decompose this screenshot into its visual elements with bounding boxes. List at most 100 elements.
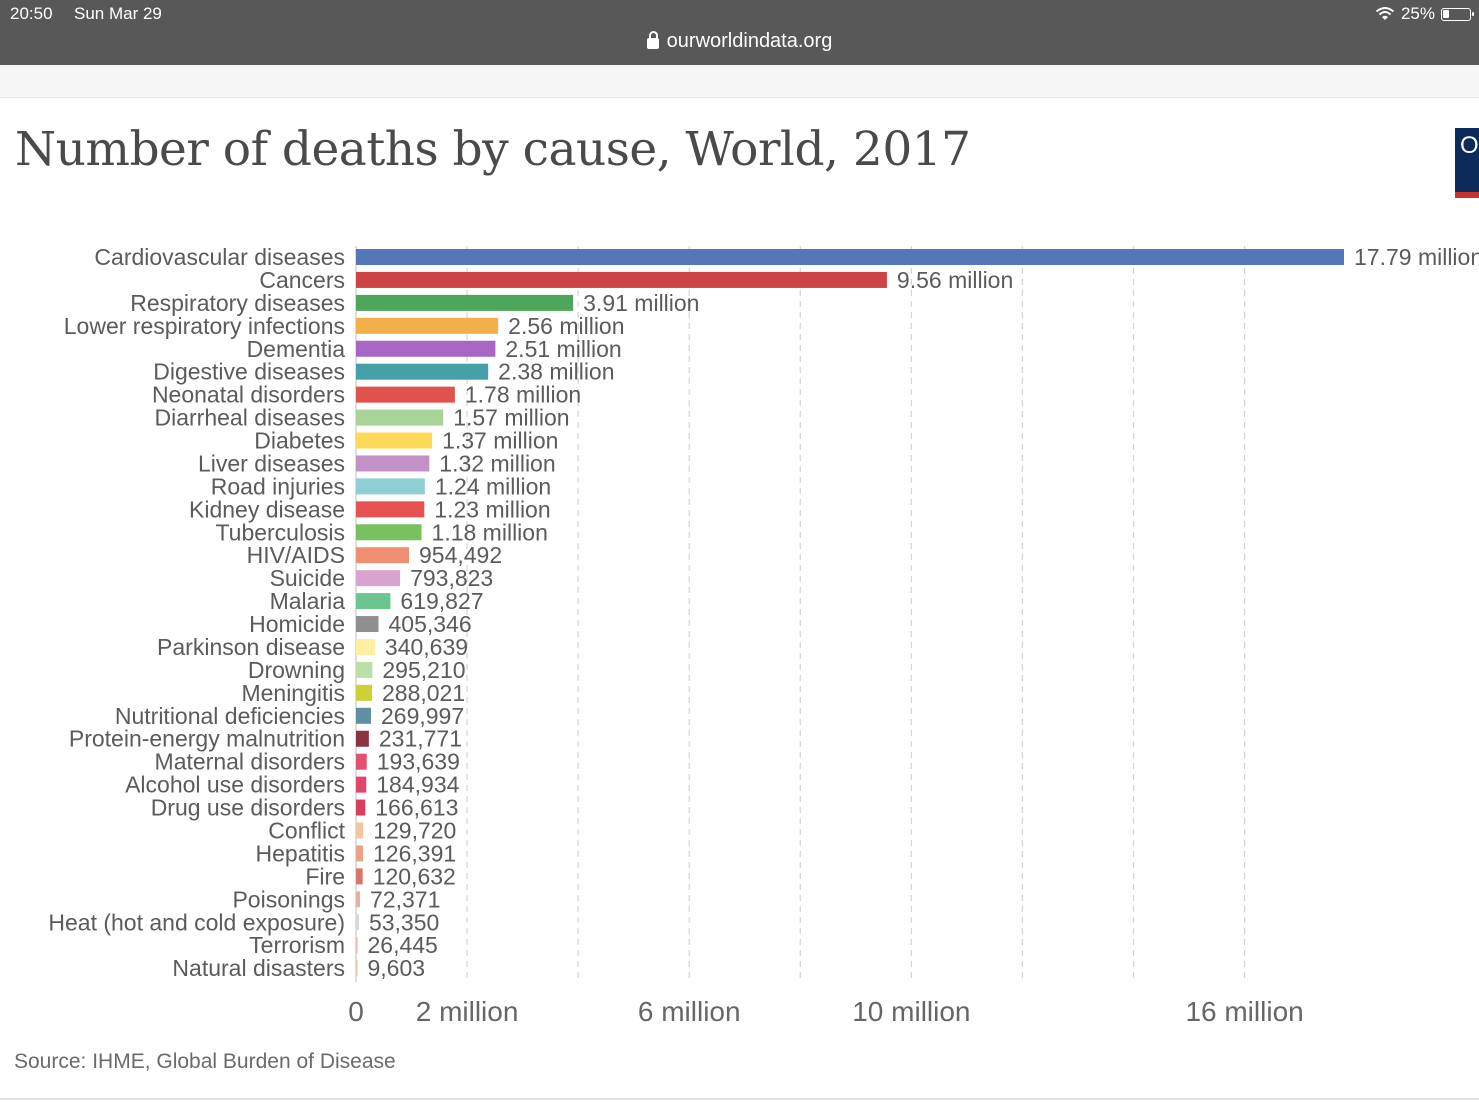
value-label: 72,371 bbox=[370, 886, 440, 912]
value-label: 53,350 bbox=[369, 909, 439, 935]
bar bbox=[356, 249, 1344, 265]
x-tick-label: 16 million bbox=[1185, 996, 1303, 1027]
bar bbox=[356, 593, 391, 610]
category-label: Terrorism bbox=[249, 932, 345, 958]
category-label: Drowning bbox=[248, 657, 345, 683]
wifi-icon bbox=[1375, 7, 1395, 20]
bar bbox=[356, 294, 574, 311]
value-label: 9,603 bbox=[368, 955, 426, 981]
category-label: Cancers bbox=[259, 267, 345, 293]
value-label: 129,720 bbox=[373, 818, 456, 844]
category-label: Liver diseases bbox=[198, 450, 345, 476]
category-label: Poisonings bbox=[232, 886, 345, 912]
chart-title: Number of deaths by cause, World, 2017 bbox=[15, 122, 971, 177]
bar bbox=[356, 478, 425, 495]
status-indicators: 25% bbox=[1375, 4, 1474, 24]
bar bbox=[356, 271, 887, 288]
value-label: 619,827 bbox=[400, 588, 483, 614]
value-label: 231,771 bbox=[379, 726, 462, 752]
bar bbox=[356, 501, 425, 518]
x-tick-label: 6 million bbox=[638, 996, 741, 1027]
address-bar[interactable]: ourworldindata.org bbox=[0, 30, 1479, 53]
category-label: Maternal disorders bbox=[155, 749, 345, 775]
bar bbox=[356, 409, 444, 426]
value-label: 9.56 million bbox=[897, 267, 1013, 293]
value-label: 1.37 million bbox=[442, 428, 558, 454]
bar bbox=[356, 455, 430, 472]
value-label: 1.32 million bbox=[439, 450, 555, 476]
value-label: 193,639 bbox=[377, 749, 460, 775]
category-label: HIV/AIDS bbox=[247, 542, 345, 568]
divider bbox=[0, 1098, 1479, 1100]
bar-chart: Cardiovascular diseases 17.79 million Canc… bbox=[48, 244, 1479, 1027]
bar bbox=[356, 960, 358, 977]
source-note[interactable]: Source: IHME, Global Burden of Disease bbox=[14, 1050, 396, 1073]
bar bbox=[356, 547, 410, 564]
battery-icon bbox=[1441, 7, 1474, 21]
bar bbox=[356, 707, 371, 724]
value-label: 954,492 bbox=[419, 542, 502, 568]
bar bbox=[356, 937, 358, 954]
value-label: 1.57 million bbox=[453, 405, 569, 431]
category-label: Suicide bbox=[270, 565, 345, 591]
bar bbox=[356, 638, 375, 655]
bar bbox=[356, 363, 489, 380]
value-label: 405,346 bbox=[389, 611, 472, 637]
category-label: Cardiovascular diseases bbox=[94, 244, 345, 270]
category-label: Fire bbox=[305, 863, 345, 889]
battery-percent: 25% bbox=[1400, 4, 1435, 23]
category-label: Malaria bbox=[270, 588, 346, 614]
category-label: Natural disasters bbox=[172, 955, 345, 981]
bar bbox=[356, 799, 366, 816]
x-tick-label: 0 bbox=[348, 996, 364, 1027]
bar bbox=[356, 340, 496, 357]
category-label: Protein-energy malnutrition bbox=[69, 726, 345, 752]
category-label: Respiratory diseases bbox=[130, 290, 345, 316]
value-label: 1.23 million bbox=[434, 496, 550, 522]
category-label: Heat (hot and cold exposure) bbox=[48, 909, 345, 935]
value-label: 26,445 bbox=[368, 932, 438, 958]
status-bar: 20:50 Sun Mar 29 25% ourworldindata.org bbox=[0, 0, 1479, 65]
value-label: 288,021 bbox=[382, 680, 465, 706]
status-date: Sun Mar 29 bbox=[74, 4, 162, 23]
category-label: Diarrheal diseases bbox=[155, 405, 345, 431]
category-label: Diabetes bbox=[254, 428, 345, 454]
lock-icon bbox=[646, 31, 659, 49]
bar bbox=[356, 616, 379, 633]
bar bbox=[356, 868, 363, 885]
category-label: Tuberculosis bbox=[215, 519, 345, 545]
bar bbox=[356, 524, 422, 541]
category-label: Road injuries bbox=[211, 473, 345, 499]
category-label: Dementia bbox=[247, 336, 346, 362]
value-label: 1.24 million bbox=[435, 473, 551, 499]
status-time: 20:50 bbox=[10, 4, 53, 23]
value-label: 1.18 million bbox=[432, 519, 548, 545]
value-label: 17.79 million bbox=[1354, 244, 1479, 270]
category-label: Meningitis bbox=[241, 680, 345, 706]
x-tick-label: 2 million bbox=[416, 996, 519, 1027]
value-label: 2.38 million bbox=[498, 359, 614, 385]
value-label: 166,613 bbox=[375, 795, 458, 821]
owid-logo[interactable]: O bbox=[1455, 128, 1479, 198]
category-label: Drug use disorders bbox=[151, 795, 345, 821]
value-label: 269,997 bbox=[381, 703, 464, 729]
category-label: Digestive diseases bbox=[153, 359, 345, 385]
value-label: 295,210 bbox=[382, 657, 465, 683]
value-label: 3.91 million bbox=[583, 290, 699, 316]
value-label: 340,639 bbox=[385, 634, 468, 660]
category-label: Neonatal disorders bbox=[152, 382, 345, 408]
bar bbox=[356, 317, 499, 334]
value-label: 126,391 bbox=[373, 840, 456, 866]
category-label: Lower respiratory infections bbox=[64, 313, 345, 339]
bar bbox=[356, 730, 369, 747]
bar bbox=[356, 684, 372, 701]
value-label: 120,632 bbox=[373, 863, 456, 889]
value-label: 184,934 bbox=[376, 772, 459, 798]
bar bbox=[356, 570, 401, 587]
logo-text: O bbox=[1460, 132, 1479, 159]
value-label: 2.56 million bbox=[508, 313, 624, 339]
bar bbox=[356, 822, 364, 839]
category-label: Parkinson disease bbox=[157, 634, 345, 660]
category-label: Kidney disease bbox=[189, 496, 345, 522]
bar bbox=[356, 661, 373, 678]
